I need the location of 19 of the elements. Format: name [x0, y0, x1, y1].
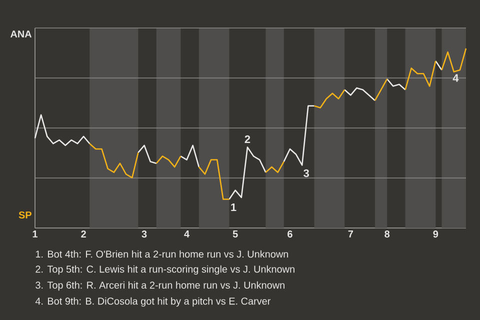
x-tick-label: 9	[433, 230, 438, 238]
x-tick-label: 5	[232, 230, 238, 238]
x-tick-label: 6	[288, 230, 292, 238]
x-tick-label: 1	[32, 230, 38, 238]
text: 2. Top 5th: C. Lewis hit a run-scoring single vs J. Unknown	[36, 265, 294, 275]
annotation: 4	[452, 74, 459, 82]
annotation: 3	[304, 169, 309, 178]
x-tick-label: 4	[184, 230, 190, 238]
text: 1. Bot 4th: F. O'Brien hit a 2-run home run vs J. Unknown	[36, 250, 288, 258]
text: SP	[18, 211, 32, 219]
text: 3. Top 6th: R. Arceri hit a 2-run home run vs J. Unknown	[36, 281, 284, 291]
text: ANA	[10, 30, 32, 38]
x-tick-label: 7	[348, 230, 353, 238]
x-tick-label: 2	[81, 230, 86, 238]
x-tick-label: 8	[384, 230, 390, 238]
x-tick-label: 3	[142, 230, 147, 238]
annotation: 2	[244, 135, 250, 144]
annotation: 1	[231, 203, 236, 211]
text: 4. Bot 9th: B. DiCosola got hit by a pitch vs E. Carver	[35, 297, 271, 307]
